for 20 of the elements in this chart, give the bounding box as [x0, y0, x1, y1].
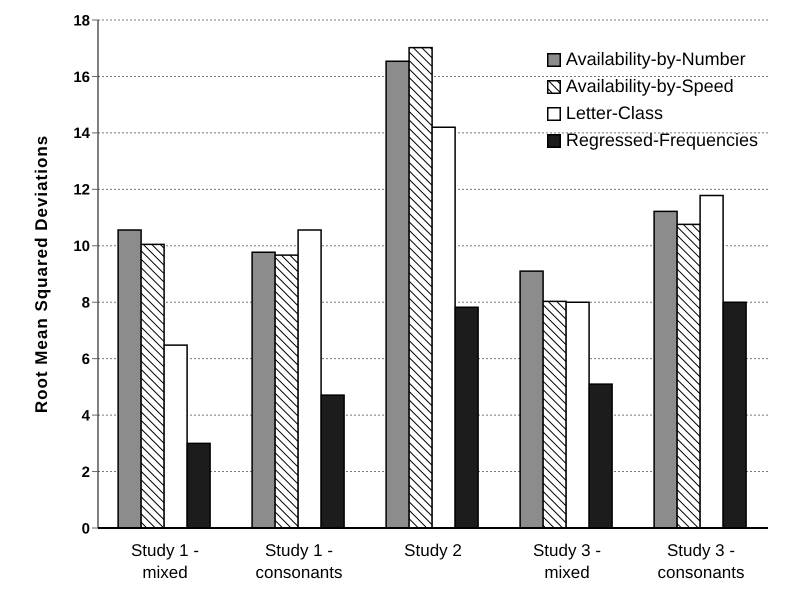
y-tick-label: 12: [73, 182, 90, 199]
y-tick-label: 8: [82, 294, 90, 312]
x-tick-label: Study 2: [404, 541, 462, 560]
y-tick-label: 16: [73, 68, 90, 86]
legend-label: Availability-by-Speed: [566, 76, 734, 97]
y-tick-label: 6: [82, 350, 90, 368]
x-tick-label: Study 1 - consonants: [256, 541, 342, 582]
y-tick-label: 18: [73, 12, 90, 30]
x-tick-label: Study 3 - consonants: [658, 541, 744, 582]
y-tick-label: 0: [82, 520, 90, 538]
x-tick-label: Study 1 - mixed: [130, 541, 200, 582]
y-tick-label: 10: [73, 238, 90, 256]
legend-label: Availability-by-Number: [566, 49, 746, 70]
y-tick-label: 14: [73, 125, 91, 142]
y-tick-label: 4: [82, 407, 91, 424]
y-axis-title: Root Mean Squared Deviations: [32, 134, 52, 414]
legend-label: Regressed-Frequencies: [566, 130, 758, 151]
x-tick-label: Study 3 - mixed: [532, 541, 602, 582]
y-tick-label: 2: [82, 464, 90, 481]
legend-label: Letter-Class: [566, 103, 663, 124]
